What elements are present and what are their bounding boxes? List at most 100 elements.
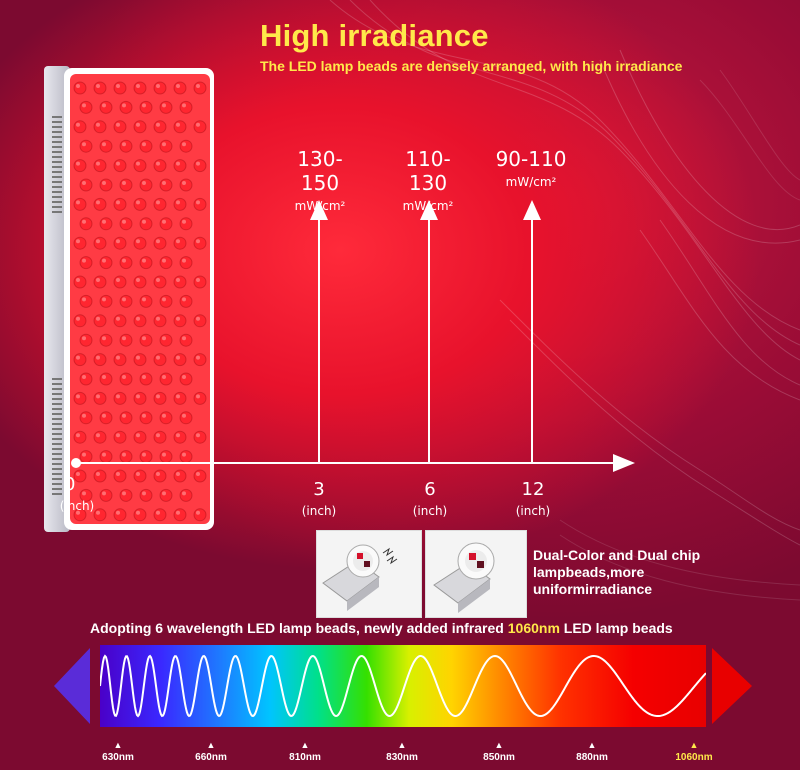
side-vent-slot xyxy=(52,156,62,158)
led-bead-highlight xyxy=(182,103,186,108)
side-vent-slot xyxy=(52,191,62,193)
side-vent-slot xyxy=(52,388,62,390)
led-bead-highlight xyxy=(82,258,86,263)
distance-label-12in: 12 (inch) xyxy=(508,479,558,518)
distance-unit: (inch) xyxy=(301,504,337,518)
side-vent-slot xyxy=(52,418,62,420)
arrowhead-12in xyxy=(523,200,541,220)
wavelength-value: 850nm xyxy=(483,752,515,763)
irradiance-value-3in: 130-150 mW/cm² xyxy=(284,147,356,213)
led-bead-highlight xyxy=(162,258,166,263)
wavelength-label-660: ▲ 660nm xyxy=(176,740,246,763)
led-bead-highlight xyxy=(162,491,166,496)
led-bead-highlight xyxy=(76,161,80,166)
caption-text: Adopting 6 wavelength LED lamp beads, ne… xyxy=(90,620,508,636)
side-vent-slot xyxy=(52,438,62,440)
led-bead-highlight xyxy=(156,161,160,166)
led-bead-highlight xyxy=(136,200,140,205)
led-bead-highlight xyxy=(122,142,126,147)
led-bead-highlight xyxy=(176,84,180,88)
side-vent-slot xyxy=(52,121,62,123)
side-vent-slot xyxy=(52,171,62,173)
irradiance-range: 130-150 xyxy=(297,147,343,195)
led-bead-highlight xyxy=(196,433,200,438)
irradiance-unit: mW/cm² xyxy=(294,199,346,213)
side-vent-slot xyxy=(52,398,62,400)
side-vent-slot xyxy=(52,131,62,133)
led-bead-highlight xyxy=(162,297,166,302)
led-bead-highlight xyxy=(162,375,166,379)
led-bead-highlight xyxy=(156,472,160,476)
led-bead-highlight xyxy=(142,375,146,379)
led-bead-highlight xyxy=(196,278,200,282)
led-bead-highlight xyxy=(176,200,180,205)
side-vent-slot xyxy=(52,493,62,495)
distance-origin-label: 0 (inch) xyxy=(52,474,102,513)
led-bead-highlight xyxy=(156,394,160,399)
led-bead-highlight xyxy=(76,278,80,282)
led-bead-highlight xyxy=(196,472,200,476)
distance-value: 0 xyxy=(64,474,76,495)
chip-description-line: uniformirradiance xyxy=(533,581,653,597)
side-vent-slot xyxy=(52,408,62,410)
led-bead-highlight xyxy=(162,142,166,147)
led-bead-highlight xyxy=(82,452,86,457)
side-vent-slot xyxy=(52,116,62,118)
led-bead-highlight xyxy=(142,491,146,496)
irradiance-unit: mW/cm² xyxy=(402,199,454,213)
side-vent-slot xyxy=(52,166,62,168)
led-bead-highlight xyxy=(102,452,106,457)
led-bead-highlight xyxy=(96,394,100,399)
led-bead-highlight xyxy=(96,510,100,515)
led-bead-highlight xyxy=(82,336,86,341)
led-bead-highlight xyxy=(122,491,126,496)
led-bead-highlight xyxy=(156,278,160,282)
led-bead-highlight xyxy=(156,355,160,360)
led-bead-highlight xyxy=(176,510,180,515)
led-bead-highlight xyxy=(196,355,200,360)
chip-description-line: lampbeads,more xyxy=(533,564,645,580)
side-vent-slot xyxy=(52,413,62,415)
led-bead-highlight xyxy=(116,316,120,321)
led-bead-highlight xyxy=(96,84,100,88)
irradiance-value-12in: 90-110 mW/cm² xyxy=(491,147,571,189)
led-bead-highlight xyxy=(122,452,126,457)
led-bead-highlight xyxy=(82,491,86,496)
led-bead-highlight xyxy=(76,472,80,476)
marker-triangle-icon: ▲ xyxy=(300,740,310,750)
led-bead-highlight xyxy=(116,122,120,127)
led-bead-highlight xyxy=(102,142,106,147)
led-bead-highlight xyxy=(142,452,146,457)
side-vent-slot xyxy=(52,126,62,128)
distance-label-6in: 6 (inch) xyxy=(405,479,455,518)
led-bead-highlight xyxy=(142,103,146,108)
led-bead-highlight xyxy=(142,219,146,224)
side-vent-slot xyxy=(52,378,62,380)
led-bead-highlight xyxy=(96,316,100,321)
side-vent-slot xyxy=(52,403,62,405)
led-bead-highlight xyxy=(136,433,140,438)
distance-value: 12 xyxy=(521,479,545,500)
led-bead-highlight xyxy=(176,278,180,282)
side-vent-slot xyxy=(52,141,62,143)
led-chip-icon xyxy=(433,542,495,613)
side-vent-slot xyxy=(52,483,62,485)
led-bead-highlight xyxy=(176,316,180,321)
led-bead-highlight xyxy=(122,297,126,302)
led-bead-highlight xyxy=(96,239,100,244)
led-bead-highlight xyxy=(136,355,140,360)
led-bead-highlight xyxy=(156,433,160,438)
led-bead-highlight xyxy=(76,394,80,399)
led-bead-highlight xyxy=(102,336,106,341)
marker-triangle-icon: ▲ xyxy=(587,740,597,750)
side-vent-slot xyxy=(52,463,62,465)
led-bead-highlight xyxy=(116,239,120,244)
side-vent-slot xyxy=(52,443,62,445)
led-bead-highlight xyxy=(156,84,160,88)
led-bead-highlight xyxy=(82,219,86,224)
led-bead-highlight xyxy=(122,375,126,379)
wavelength-label-1060: ▲ 1060nm xyxy=(659,740,729,763)
led-bead-highlight xyxy=(196,161,200,166)
led-bead-highlight xyxy=(182,491,186,496)
